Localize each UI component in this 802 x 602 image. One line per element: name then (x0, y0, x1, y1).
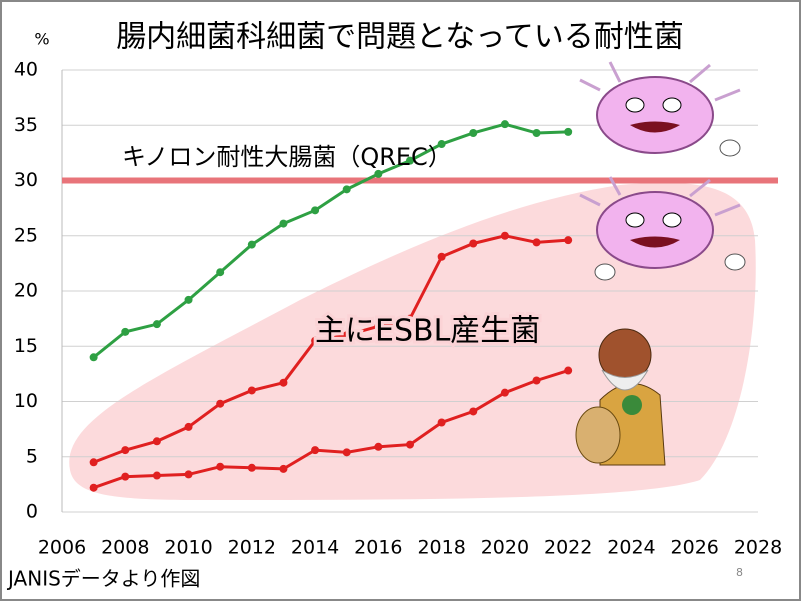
data-point (279, 378, 288, 387)
x-tick-label: 2010 (164, 537, 212, 559)
data-point (247, 240, 256, 249)
y-unit: % (34, 30, 49, 49)
data-point (469, 239, 478, 248)
data-point (500, 120, 509, 129)
data-point (406, 156, 414, 165)
data-point (564, 366, 573, 375)
data-point (121, 327, 130, 336)
x-tick-label: 2006 (38, 537, 86, 559)
data-point (89, 353, 98, 362)
x-tick-label: 2014 (291, 537, 339, 559)
x-tick-label: 2016 (354, 537, 402, 559)
x-tick-label: 2024 (607, 537, 655, 559)
data-point (121, 472, 130, 481)
y-tick-label: 10 (14, 390, 38, 412)
data-point (311, 446, 320, 455)
data-point (500, 231, 509, 240)
data-point (152, 320, 161, 329)
y-tick-label: 5 (26, 445, 38, 467)
series-line (93, 234, 569, 464)
data-point (311, 206, 320, 215)
data-point (437, 140, 446, 149)
plot-area: 0 5 10 15 20 25 30 35 40 2006 2008 2010 2012 2014 2016… (14, 59, 782, 559)
data-point (216, 399, 225, 408)
data-point (406, 314, 414, 323)
data-point (342, 185, 351, 194)
x-tick-label: 2020 (481, 537, 529, 559)
x-tick-label: 2022 (544, 537, 592, 559)
source-note: JANISデータより作図 (6, 567, 200, 591)
bacteria-illustration-1 (579, 61, 741, 157)
chart-title: 腸内細菌科細菌で問題となっている耐性菌 (116, 20, 684, 55)
data-point (184, 470, 193, 479)
y-tick-label: 35 (14, 114, 38, 136)
x-tick-label: 2008 (101, 537, 149, 559)
data-point (247, 386, 256, 395)
data-point (374, 322, 383, 331)
data-point (437, 252, 446, 261)
x-tick-label: 2028 (734, 537, 782, 559)
data-point (564, 236, 573, 245)
annotation: 主にESBL産生菌 (315, 314, 540, 349)
data-point (469, 407, 478, 416)
data-point (89, 483, 98, 492)
data-point (247, 463, 256, 472)
data-point (532, 128, 541, 137)
data-point (342, 448, 351, 457)
data-point (374, 442, 383, 451)
x-tick-label: 2026 (671, 537, 719, 559)
y-tick-label: 30 (14, 169, 38, 191)
bacteria-illustration-2 (579, 176, 746, 281)
data-point (500, 388, 509, 397)
data-point (121, 446, 130, 455)
data-point (374, 169, 383, 178)
data-point (532, 376, 541, 385)
data-point (437, 418, 446, 427)
y-tick-label: 15 (14, 335, 38, 357)
data-point (184, 295, 193, 304)
y-tick-label: 25 (14, 224, 38, 246)
data-point (152, 437, 161, 446)
data-point (279, 464, 288, 473)
x-tick-label: 2018 (417, 537, 465, 559)
y-tick-label: 20 (14, 280, 38, 302)
data-point (469, 128, 478, 137)
data-point (152, 471, 161, 480)
y-tick-label: 0 (26, 501, 38, 523)
reference-label: キノロン耐性大腸菌（QREC） (122, 143, 452, 171)
data-point (216, 268, 225, 277)
x-tick-label: 2012 (228, 537, 276, 559)
elder-illustration (575, 328, 666, 466)
series-line (92, 122, 569, 359)
page-number: 8 (736, 566, 743, 579)
data-point (184, 422, 193, 431)
data-point (279, 219, 288, 228)
data-point (342, 331, 351, 340)
data-point (89, 458, 98, 467)
series-line (93, 369, 569, 490)
data-point (564, 127, 573, 136)
y-tick-label: 40 (14, 59, 38, 81)
data-point (311, 336, 320, 345)
data-point (532, 238, 541, 247)
data-point (406, 440, 414, 449)
data-point (216, 462, 225, 471)
